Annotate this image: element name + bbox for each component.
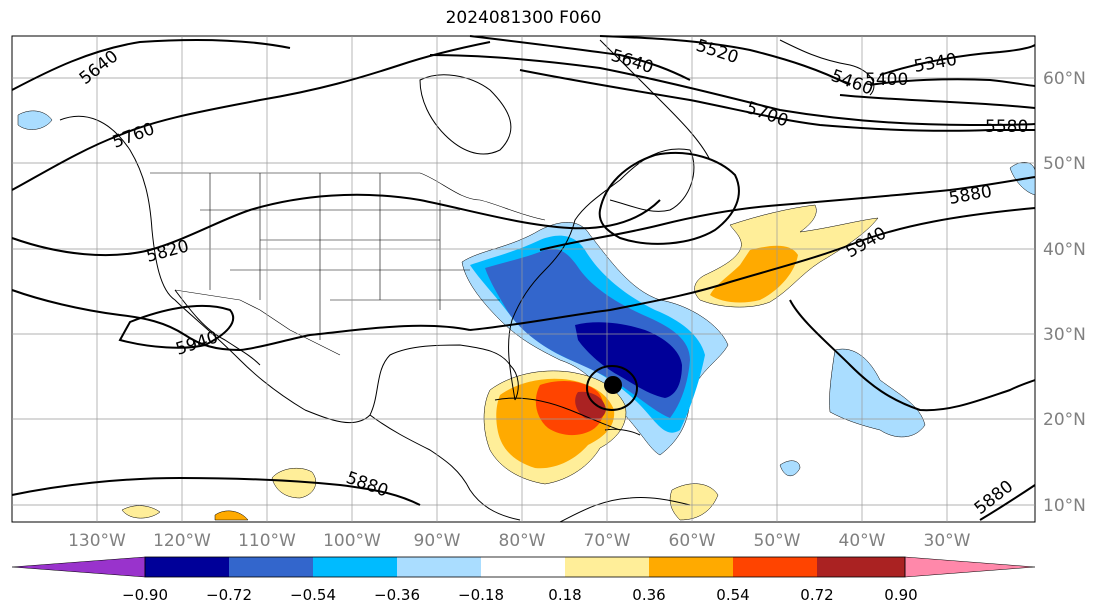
colorbar-tick: 0.36 — [632, 586, 665, 604]
lon-label: 100°W — [323, 531, 381, 551]
lat-label: 50°N — [1043, 154, 1086, 174]
colorbar-tick: 0.72 — [800, 586, 833, 604]
pos-pacific-patch-3 — [214, 510, 249, 521]
colorbar-bin — [397, 557, 481, 577]
contour-5640-east — [469, 35, 691, 81]
neg-atlantic-light-blue — [829, 348, 926, 438]
contour-label: 5580 — [985, 117, 1028, 137]
parallels — [12, 77, 1035, 506]
height-contours — [11, 35, 1036, 521]
lon-label: 70°W — [584, 531, 631, 551]
contour-5940-loop — [118, 304, 235, 349]
colorbar-tick: 0.18 — [548, 586, 581, 604]
lat-label: 10°N — [1043, 496, 1086, 516]
contour-label: 5400 — [865, 70, 908, 90]
north-america-west-coast — [59, 115, 306, 411]
neg-south-patch — [779, 460, 801, 477]
colorbar-tick: −0.54 — [290, 586, 336, 604]
contour-5940-mid — [469, 207, 1036, 331]
contour-5580 — [429, 54, 1036, 127]
colorbar-tick: −0.72 — [206, 586, 252, 604]
map-title: 2024081300 F060 — [445, 8, 602, 28]
lon-label: 90°W — [414, 531, 461, 551]
colorbar-bin — [313, 557, 397, 577]
hudson-bay — [419, 74, 512, 155]
us-canada-border — [150, 172, 546, 221]
colorbar-bin — [901, 557, 905, 577]
lon-labels: 130°W 120°W 110°W 100°W 90°W 80°W 70°W 6… — [68, 531, 971, 551]
colorbar — [11, 556, 1036, 578]
state-lines — [200, 173, 500, 340]
colorbar-tick: 0.54 — [716, 586, 749, 604]
contour-5460 — [839, 94, 1036, 109]
south-america-north-coast — [559, 497, 691, 523]
lat-label: 60°N — [1043, 69, 1086, 89]
lat-label: 40°N — [1043, 240, 1086, 260]
lat-label: 30°N — [1043, 325, 1086, 345]
colorbar-bin — [733, 557, 817, 577]
contour-5940-west — [11, 289, 471, 352]
colorbar-bin — [649, 557, 733, 577]
meridians — [96, 36, 948, 522]
contour-5700 — [519, 69, 1035, 132]
lon-label: 50°W — [754, 531, 801, 551]
colorbar-min-arrow — [11, 556, 146, 578]
anomaly-fields — [17, 110, 1036, 521]
lon-label: 120°W — [153, 531, 211, 551]
graticule — [12, 36, 1035, 522]
central-america — [369, 414, 521, 521]
contour-5340 — [879, 44, 1036, 76]
colorbar-bin — [817, 557, 901, 577]
hispaniola — [604, 428, 641, 436]
lon-label: 80°W — [499, 531, 546, 551]
storm-center-marker — [604, 376, 622, 394]
contour-5880-se — [979, 484, 1036, 521]
colorbar-bin — [145, 557, 229, 577]
neg-west-patch — [17, 110, 53, 130]
pos-pacific-patch-2 — [121, 505, 161, 519]
colorbar-bin — [565, 557, 649, 577]
pos-darkred-area — [575, 391, 606, 420]
colorbar-tick: −0.90 — [122, 586, 168, 604]
colorbar-outline — [144, 556, 906, 578]
labrador-coast — [599, 39, 711, 161]
lat-labels: 60°N 50°N 40°N 30°N 20°N 10°N — [1043, 69, 1086, 516]
neg-navy-area — [575, 322, 682, 398]
contour-northeast-loop — [598, 151, 740, 245]
political-borders — [150, 172, 546, 356]
us-mexico-border — [174, 289, 341, 356]
lon-label: 110°W — [238, 531, 296, 551]
colorbar-bin — [229, 557, 313, 577]
pos-pacific-patch — [271, 467, 316, 499]
colorbar-tick: −0.36 — [374, 586, 420, 604]
colorbar-bin — [481, 557, 565, 577]
lon-label: 60°W — [669, 531, 716, 551]
lon-label: 30°W — [924, 531, 971, 551]
gulf-of-mexico-coast — [304, 344, 519, 424]
colorbar-ticks: −0.90 −0.72 −0.54 −0.36 −0.18 0.18 0.36 … — [122, 586, 918, 604]
contour-5640-west — [11, 39, 291, 91]
lon-label: 130°W — [68, 531, 126, 551]
contour-5940-east — [789, 299, 1036, 412]
lon-label: 40°W — [839, 531, 886, 551]
contour-5520 — [599, 35, 851, 86]
coastlines — [59, 39, 875, 523]
lat-label: 20°N — [1043, 410, 1086, 430]
colorbar-tick: −0.18 — [458, 586, 504, 604]
us-east-coast — [508, 179, 621, 401]
contour-5760 — [11, 41, 491, 191]
cuba — [494, 397, 621, 431]
contour-5880-mid — [539, 176, 1036, 251]
contour-5820 — [11, 193, 661, 257]
contour-5400 — [869, 78, 1036, 87]
colorbar-tick: 0.90 — [884, 586, 917, 604]
storm-contour — [586, 365, 638, 411]
contour-5880-south — [11, 476, 421, 506]
colorbar-max-arrow — [904, 556, 1036, 578]
